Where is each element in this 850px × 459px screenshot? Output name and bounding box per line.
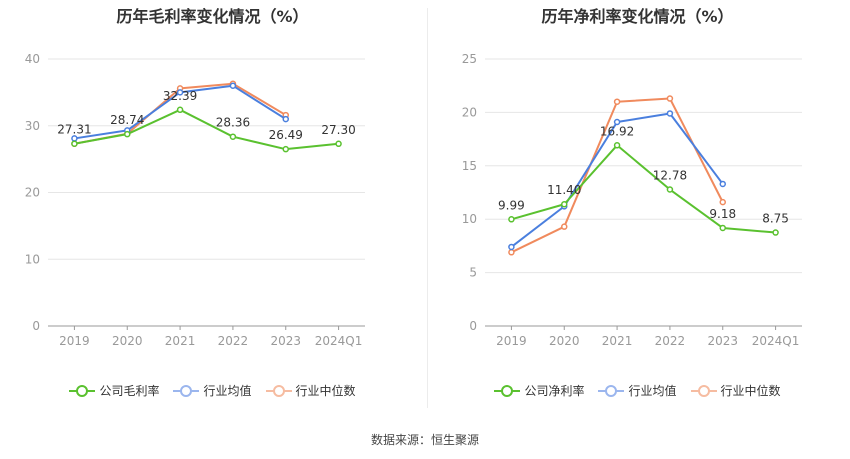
legend-item-company-gross[interactable]: 公司毛利率 (69, 382, 159, 399)
data-point-company (176, 106, 184, 114)
data-point-industry-median (666, 95, 674, 102)
legend-item-industry-median[interactable]: 行业中位数 (265, 382, 356, 399)
data-point-industry-median (719, 198, 726, 206)
series-line-company (511, 144, 776, 234)
x-tick-label: 2020 (112, 334, 143, 348)
net-margin-chart: 历年净利率变化情况（%） 0 5 10 15 20 25 2019 2020 2021 2022 2… (425, 0, 850, 420)
y-tick-label: 15 (462, 159, 477, 173)
data-point-company (282, 145, 289, 153)
data-point-industry-median (508, 249, 515, 256)
data-point-company (335, 140, 342, 148)
y-tick-label: 20 (25, 186, 40, 200)
x-tick-label: 2022 (655, 334, 686, 348)
data-label: 26.49 (269, 128, 303, 142)
data-point-company (719, 224, 726, 232)
data-point-industry-avg (613, 118, 621, 126)
legend: 公司毛利率 行业均值 行业中位数 (0, 382, 425, 399)
data-point-company (613, 142, 621, 149)
data-label: 27.30 (321, 123, 355, 137)
x-tick-label: 2024Q1 (315, 334, 363, 348)
data-label: 28.36 (216, 116, 250, 130)
y-tick-label: 10 (25, 252, 40, 266)
legend-label: 行业均值 (203, 384, 252, 398)
data-point-company (229, 133, 237, 140)
gross-margin-plot: 0 10 20 30 40 2019 2020 2021 2022 2023 2024Q1 27.31… (25, 52, 365, 348)
gross-margin-chart: 历年毛利率变化情况（%） 0 10 20 30 40 2019 2020 2021 2022 20… (0, 0, 425, 420)
chart-title: 历年毛利率变化情况（%） (116, 7, 309, 26)
data-label: 8.75 (762, 212, 789, 226)
y-tick-label: 5 (469, 266, 477, 280)
legend-swatch-company (494, 384, 521, 398)
legend-item-industry-median[interactable]: 行业中位数 (690, 382, 781, 399)
legend-label: 公司净利率 (524, 384, 585, 398)
y-tick-label: 40 (25, 52, 40, 66)
data-point-company (508, 216, 515, 223)
data-point-industry-avg (176, 89, 184, 96)
data-point-company (561, 200, 568, 208)
data-point-industry-median (561, 223, 568, 230)
data-point-company (124, 130, 131, 138)
legend-item-company-net[interactable]: 公司净利率 (494, 382, 584, 399)
data-point-industry-median (613, 98, 621, 105)
data-point-industry-avg (229, 82, 237, 89)
legend-item-industry-avg[interactable]: 行业均值 (598, 382, 677, 399)
data-label: 12.78 (653, 169, 687, 183)
y-tick-label: 10 (462, 212, 477, 226)
data-label: 32.39 (163, 89, 197, 103)
y-tick-label: 20 (462, 105, 477, 119)
legend-label: 行业中位数 (720, 384, 781, 398)
data-label: 9.99 (498, 198, 525, 212)
data-label: 9.18 (709, 207, 736, 221)
x-tick-label: 2020 (549, 334, 580, 348)
y-tick-label: 25 (462, 52, 477, 66)
legend-swatch-company (69, 384, 96, 398)
data-point-company (772, 229, 779, 236)
y-tick-label: 0 (469, 319, 477, 333)
data-label: 11.40 (547, 183, 581, 197)
source-note: 数据来源：恒生聚源 (370, 433, 479, 447)
chart-title: 历年净利率变化情况（%） (541, 7, 734, 26)
data-label: 16.92 (600, 124, 634, 138)
legend: 公司净利率 行业均值 行业中位数 (425, 382, 850, 399)
legend-swatch-industry-avg (598, 384, 625, 398)
x-tick-label: 2021 (165, 334, 196, 348)
series-line-company (74, 108, 339, 151)
x-tick-label: 2021 (602, 334, 633, 348)
data-label: 28.74 (110, 113, 144, 127)
y-tick-label: 0 (32, 319, 40, 333)
x-tick-label: 2024Q1 (752, 334, 800, 348)
y-tick-label: 30 (25, 119, 40, 133)
net-margin-plot: 0 5 10 15 20 25 2019 2020 2021 2022 2023 2024Q1 9.99… (462, 52, 802, 348)
data-point-industry-avg (508, 243, 515, 251)
legend-item-industry-avg[interactable]: 行业均值 (173, 382, 252, 399)
x-tick-label: 2023 (270, 334, 301, 348)
data-point-company (71, 140, 78, 147)
data-point-company (666, 186, 674, 193)
legend-swatch-industry-median (690, 384, 717, 398)
x-tick-label: 2019 (59, 334, 90, 348)
legend-label: 公司毛利率 (99, 384, 160, 398)
data-label: 27.31 (57, 123, 91, 137)
legend-label: 行业均值 (628, 384, 677, 398)
data-point-industry-avg (666, 110, 674, 117)
data-point-industry-avg (719, 180, 726, 188)
legend-swatch-industry-avg (173, 384, 200, 398)
legend-swatch-industry-median (265, 384, 292, 398)
legend-label: 行业中位数 (295, 384, 356, 398)
data-point-industry-avg (282, 115, 289, 123)
x-tick-label: 2022 (218, 334, 249, 348)
x-tick-label: 2023 (707, 334, 738, 348)
x-tick-label: 2019 (496, 334, 527, 348)
panel-divider (427, 8, 428, 408)
